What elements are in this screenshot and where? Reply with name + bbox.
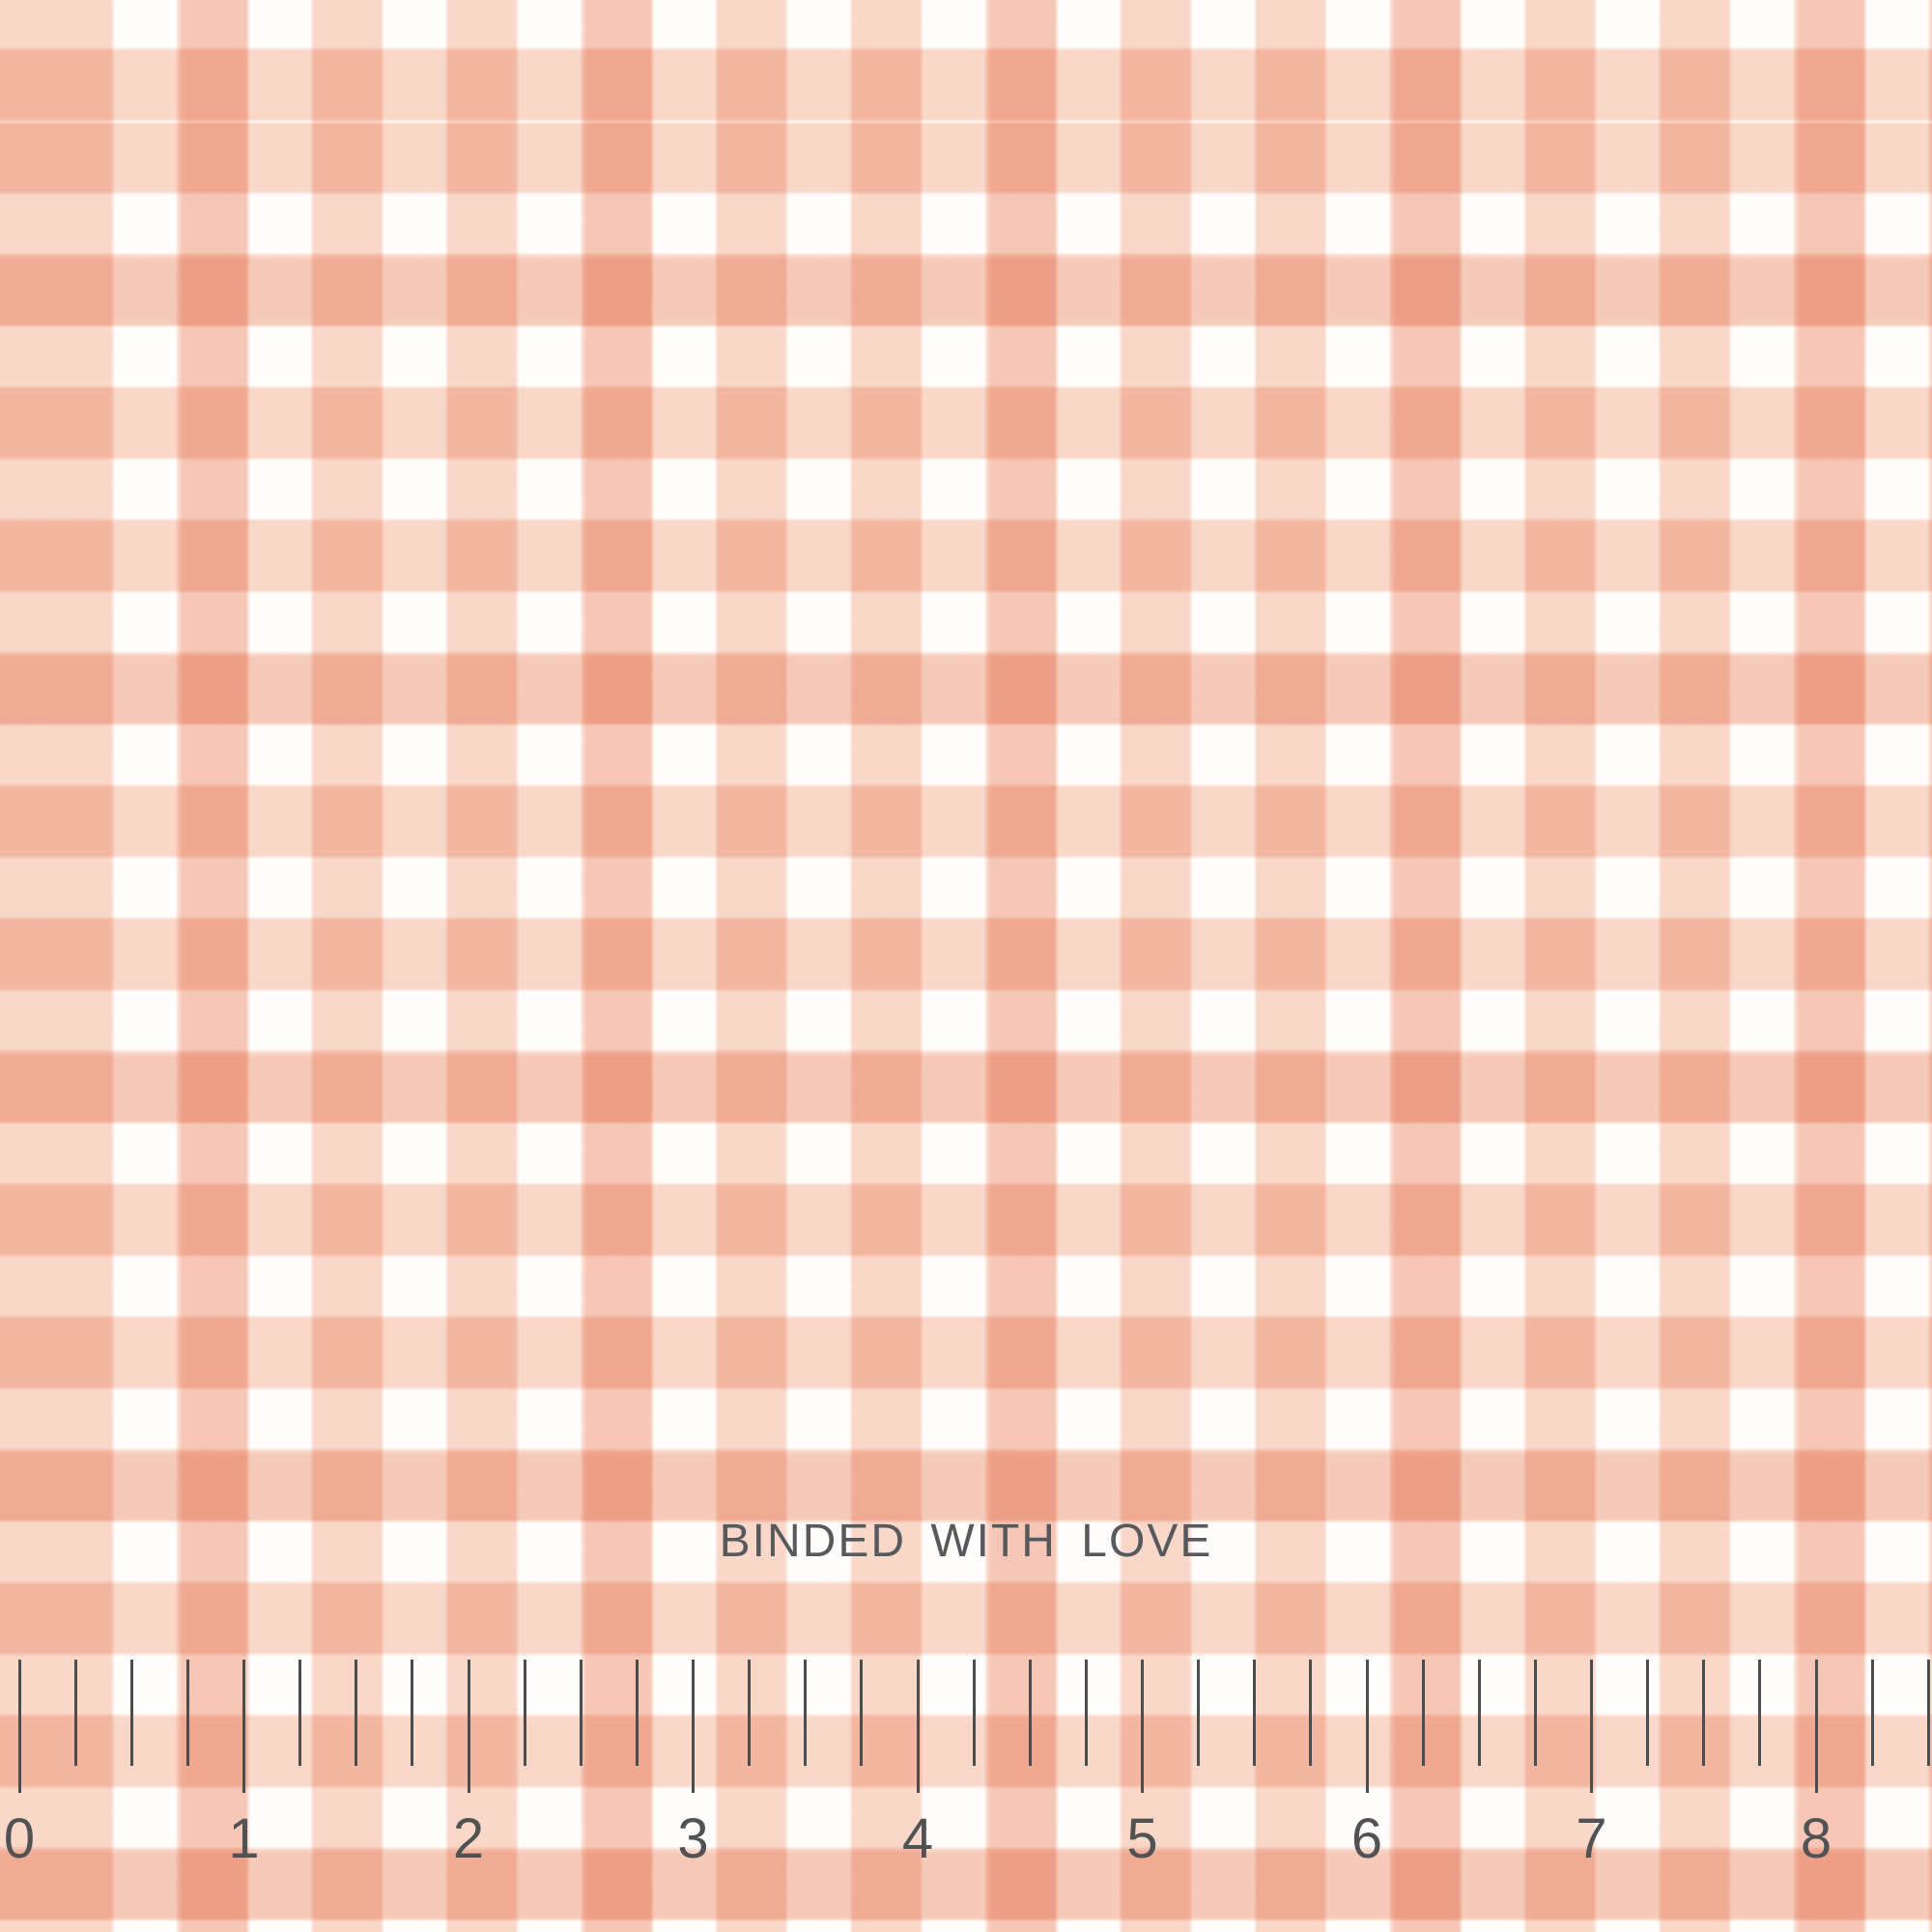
- ruler-tick-major: [1590, 1660, 1593, 1793]
- ruler-tick-major: [692, 1660, 695, 1793]
- ruler-tick-minor: [579, 1660, 582, 1766]
- ruler-tick-minor: [1084, 1660, 1088, 1766]
- ruler-tick-major: [467, 1660, 470, 1793]
- ruler-tick-minor: [1533, 1660, 1537, 1766]
- ruler-tick-minor: [355, 1660, 358, 1766]
- ruler-tick-minor: [1870, 1660, 1874, 1766]
- ruler-number: 0: [3, 1807, 36, 1870]
- ruler-tick-minor: [1926, 1660, 1930, 1766]
- ruler-number: 2: [452, 1807, 485, 1870]
- ruler-tick-minor: [1028, 1660, 1032, 1766]
- ruler-tick-minor: [972, 1660, 976, 1766]
- ruler-tick-major: [1814, 1660, 1818, 1793]
- ruler-tick-minor: [804, 1660, 808, 1766]
- ruler-tick-minor: [185, 1660, 189, 1766]
- ruler-number: 8: [1800, 1807, 1833, 1870]
- ruler-tick-minor: [298, 1660, 302, 1766]
- ruler-tick-major: [1141, 1660, 1144, 1793]
- ruler-tick-minor: [1253, 1660, 1257, 1766]
- ruler-tick-major: [916, 1660, 920, 1793]
- ruler-number: 1: [228, 1807, 260, 1870]
- ruler-number: 3: [677, 1807, 709, 1870]
- ruler-number: 4: [901, 1807, 934, 1870]
- ruler-tick-minor: [1702, 1660, 1706, 1766]
- ruler-tick-minor: [1421, 1660, 1425, 1766]
- ruler-tick-minor: [860, 1660, 864, 1766]
- ruler-number: 6: [1350, 1807, 1383, 1870]
- ruler-tick-minor: [635, 1660, 639, 1766]
- ruler-tick-major: [242, 1660, 245, 1793]
- ruler-tick-minor: [1477, 1660, 1481, 1766]
- ruler-tick-minor: [748, 1660, 752, 1766]
- brand-caption: BINDED WITH LOVE: [719, 1516, 1213, 1567]
- ruler-tick-minor: [1309, 1660, 1313, 1766]
- ruler-tick-minor: [411, 1660, 414, 1766]
- ruler-tick-minor: [1646, 1660, 1650, 1766]
- ruler-tick-minor: [523, 1660, 526, 1766]
- ruler-tick-minor: [1197, 1660, 1201, 1766]
- ruler-tick-minor: [73, 1660, 77, 1766]
- ruler-tick-minor: [1758, 1660, 1762, 1766]
- ruler-number: 5: [1126, 1807, 1158, 1870]
- ruler-tick-major: [17, 1660, 21, 1793]
- ruler-tick-major: [1365, 1660, 1369, 1793]
- ruler-tick-minor: [129, 1660, 133, 1766]
- ruler-number: 7: [1576, 1807, 1607, 1870]
